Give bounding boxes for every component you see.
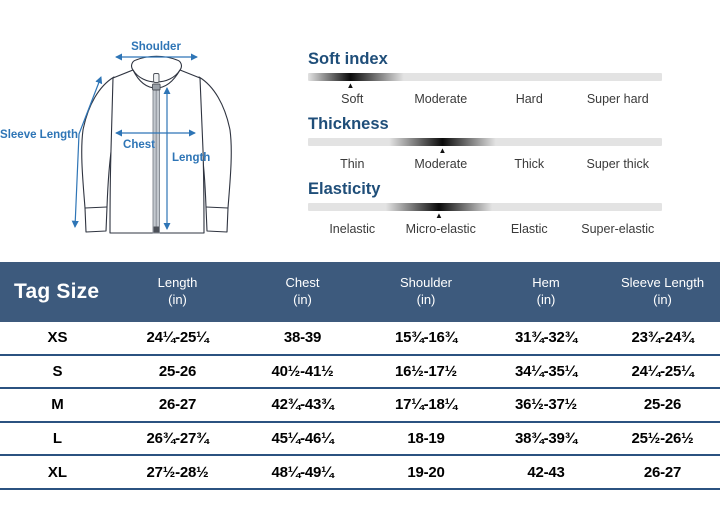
- size-label: L: [52, 430, 63, 448]
- scale-label: Soft: [341, 92, 364, 106]
- scale-label: Inelastic: [329, 222, 376, 236]
- sleeve-length-label: Sleeve Length: [0, 129, 78, 141]
- scale-label: Moderate: [414, 92, 468, 106]
- col-header-label: Shoulder: [399, 275, 453, 291]
- size-chart-table: Tag Size Length (in) Chest (in) Shoulder…: [0, 262, 720, 490]
- soft-index-gradient-bar: [308, 73, 662, 81]
- col-header-hem: Hem (in): [487, 275, 605, 309]
- table-header-row: Tag Size Length (in) Chest (in) Shoulder…: [0, 262, 720, 322]
- elasticity-title: Elasticity: [308, 180, 381, 198]
- cell-shoulder: 19-20: [407, 463, 445, 481]
- scale-label: Elastic: [510, 222, 548, 236]
- soft-index-section: Soft index ▲ Soft Moderate Hard Super ha…: [308, 50, 662, 106]
- col-header-label: Length: [157, 275, 198, 291]
- scale-label: Micro-elastic: [405, 222, 476, 236]
- scale-label: Moderate: [414, 157, 468, 171]
- triangle-marker-icon: ▲: [346, 81, 355, 90]
- cell-sleeve-length: 26-27: [643, 463, 682, 481]
- cell-length: 26¾-27¾: [146, 430, 209, 448]
- shoulder-label: Shoulder: [131, 41, 181, 53]
- cell-chest: 48¼-49¼: [271, 463, 334, 481]
- table-row-s: S 25-26 40½-41½ 16½-17½ 34¼-35¼ 24¼-25¼: [0, 355, 720, 390]
- cell-sleeve-length: 25-26: [643, 396, 682, 414]
- cell-length: 24¼-25¼: [146, 329, 209, 347]
- col-header-label: Sleeve Length: [620, 275, 705, 291]
- triangle-marker-icon: ▲: [438, 146, 447, 155]
- table-row-l: L 26¾-27¾ 45¼-46¼ 18-19 38¾-39¾ 25½-26½: [0, 422, 720, 457]
- table-row-m: M 26-27 42¾-43¾ 17¼-18¼ 36½-37½ 25-26: [0, 389, 720, 423]
- cell-length: 27½-28½: [146, 463, 209, 481]
- cell-length: 26-27: [158, 396, 197, 414]
- elasticity-gradient-bar: [308, 203, 662, 211]
- col-header-sleeve-length: Sleeve Length (in): [605, 275, 720, 309]
- sleeve-length-arrow: [71, 76, 103, 228]
- cell-shoulder: 17¼-18¼: [395, 396, 457, 414]
- table-title: Tag Size: [14, 280, 100, 303]
- scale-label: Thick: [514, 157, 545, 171]
- cell-sleeve-length: 25½-26½: [631, 430, 694, 448]
- thickness-section: Thickness ▲ Thin Moderate Thick Super th…: [308, 115, 662, 171]
- cell-sleeve-length: 23¾-24¾: [631, 329, 694, 347]
- cell-hem: 36½-37½: [515, 396, 577, 414]
- thickness-gradient-bar: [308, 138, 662, 146]
- cell-chest: 38-39: [283, 329, 322, 347]
- size-label: XS: [47, 329, 68, 347]
- elasticity-marker-row: ▲: [308, 211, 662, 222]
- col-header-label: Hem: [532, 275, 560, 291]
- cell-chest: 40½-41½: [271, 362, 334, 380]
- jacket-measurement-diagram: Shoulder Sleeve Length Chest Length: [0, 0, 300, 262]
- thickness-title: Thickness: [308, 115, 389, 133]
- col-header-unit: (in): [416, 292, 436, 307]
- col-header-shoulder: Shoulder (in): [365, 275, 487, 309]
- col-header-unit: (in): [653, 292, 672, 307]
- table-row-xl: XL 27½-28½ 48¼-49¼ 19-20 42-43 26-27: [0, 456, 720, 490]
- scale-label: Thin: [340, 157, 365, 171]
- cell-length: 25-26: [158, 362, 197, 380]
- scale-label: Super hard: [586, 92, 649, 106]
- col-header-chest: Chest (in): [240, 275, 365, 309]
- zipper-stop: [153, 226, 159, 233]
- table-row-xs: XS 24¼-25¼ 38-39 15¾-16¾ 31¾-32¾ 23¾-24¾: [0, 322, 720, 356]
- col-header-unit: (in): [293, 292, 312, 307]
- cell-hem: 31¾-32¾: [515, 329, 577, 347]
- cell-sleeve-length: 24¼-25¼: [631, 362, 694, 380]
- elasticity-labels: Inelastic Micro-elastic Elastic Super-el…: [308, 222, 662, 236]
- length-label: Length: [172, 152, 210, 164]
- col-header-unit: (in): [536, 292, 556, 307]
- soft-index-title: Soft index: [308, 50, 388, 68]
- chest-label: Chest: [123, 139, 155, 151]
- soft-index-labels: Soft Moderate Hard Super hard: [308, 92, 662, 106]
- size-label: XL: [47, 463, 68, 481]
- col-header-length: Length (in): [115, 275, 240, 309]
- cell-hem: 34¼-35¼: [515, 362, 577, 380]
- soft-index-marker-row: ▲: [308, 81, 662, 92]
- cell-shoulder: 15¾-16¾: [395, 329, 457, 347]
- zipper-slider: [152, 83, 161, 91]
- col-header-unit: (in): [168, 292, 187, 307]
- scale-label: Super thick: [586, 157, 650, 171]
- fabric-index-panel: Soft index ▲ Soft Moderate Hard Super ha…: [308, 50, 662, 245]
- cell-hem: 38¾-39¾: [515, 430, 577, 448]
- cell-chest: 42¾-43¾: [271, 396, 334, 414]
- measurement-arrows: [71, 53, 198, 230]
- cell-shoulder: 16½-17½: [395, 362, 457, 380]
- scale-label: Hard: [515, 92, 543, 106]
- cell-shoulder: 18-19: [407, 430, 445, 448]
- triangle-marker-icon: ▲: [435, 211, 443, 220]
- elasticity-section: Elasticity ▲ Inelastic Micro-elastic Ela…: [308, 180, 662, 236]
- size-label: M: [51, 396, 64, 414]
- zipper-pull: [153, 73, 160, 83]
- zipper: [152, 73, 161, 234]
- thickness-labels: Thin Moderate Thick Super thick: [308, 157, 662, 171]
- col-header-label: Chest: [285, 275, 320, 291]
- size-label: S: [52, 362, 63, 380]
- cell-chest: 45¼-46¼: [271, 430, 334, 448]
- thickness-marker-row: ▲: [308, 146, 662, 157]
- scale-label: Super-elastic: [581, 222, 655, 236]
- cell-hem: 42-43: [527, 463, 565, 481]
- jacket-diagram-svg: Shoulder Sleeve Length Chest Length: [0, 41, 232, 234]
